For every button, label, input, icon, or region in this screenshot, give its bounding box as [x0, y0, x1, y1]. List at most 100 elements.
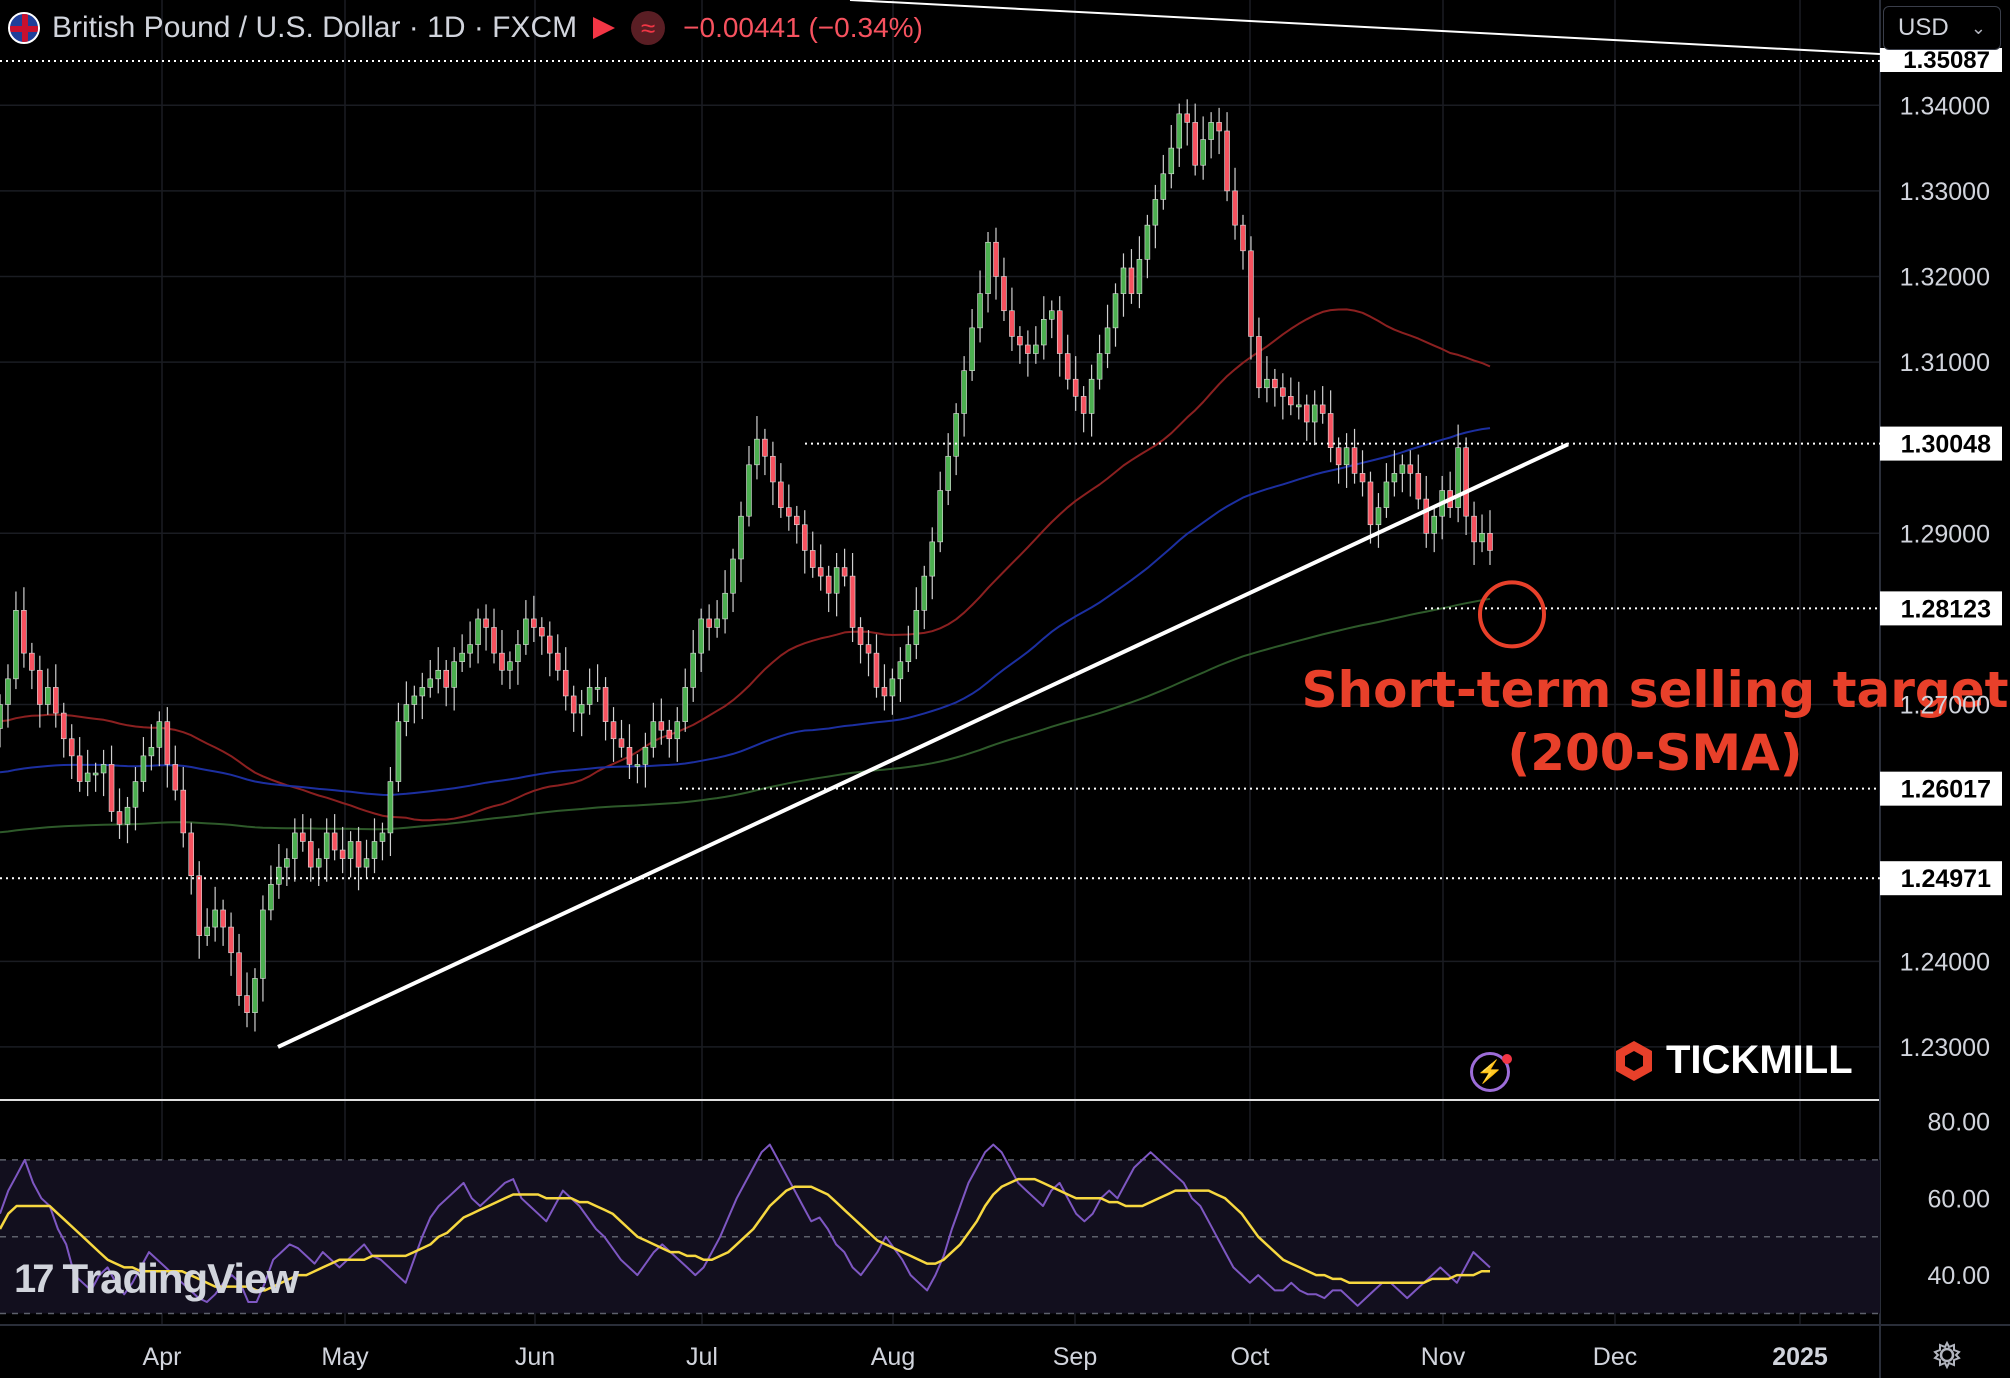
- candle-body: [690, 652, 696, 688]
- candle-body: [1104, 327, 1111, 354]
- candle-body: [881, 687, 888, 697]
- candle-body: [794, 515, 800, 526]
- candle-body: [1303, 404, 1310, 423]
- candle-body: [323, 832, 330, 859]
- tickmill-hex-icon: [1616, 1040, 1652, 1081]
- candle-body: [833, 567, 840, 594]
- candle-body: [475, 618, 481, 645]
- candle-body: [1311, 404, 1318, 423]
- candle-body: [76, 755, 83, 782]
- resistance-trendline: [849, 0, 1881, 55]
- candlestick-series: [0, 99, 1493, 1032]
- candle-body: [578, 704, 585, 714]
- candle-body: [1256, 336, 1262, 389]
- candle-body: [395, 721, 402, 782]
- level-price-tag-label: 1.24971: [1901, 865, 1991, 893]
- symbol-title[interactable]: British Pound / U.S. Dollar · 1D · FXCM: [52, 11, 578, 44]
- candle-body: [5, 678, 11, 705]
- price-tick-label: 1.23000: [1900, 1034, 1990, 1062]
- candle-body: [913, 610, 920, 645]
- candle-body: [873, 652, 880, 688]
- candle-body: [993, 241, 999, 277]
- candle-body: [698, 618, 704, 654]
- annotations: Short-term selling target(200-SMA): [1301, 580, 2009, 782]
- tradingview-logo: 17 TradingView: [14, 1255, 299, 1303]
- candle-body: [1415, 473, 1422, 500]
- candle-body: [307, 841, 314, 868]
- candle-body: [809, 550, 816, 568]
- settings-gear-icon[interactable]: [1932, 1340, 1962, 1370]
- candle-body: [403, 704, 410, 722]
- candle-body: [1017, 336, 1023, 346]
- candle-body: [467, 644, 473, 654]
- candle-body: [1296, 404, 1302, 408]
- candle-body: [634, 764, 641, 767]
- candle-body: [770, 455, 776, 483]
- alert-dot: [1502, 1054, 1512, 1064]
- candle-body: [124, 806, 131, 825]
- time-tick-label: Dec: [1593, 1343, 1637, 1371]
- candle-body: [228, 926, 234, 954]
- candle-body: [1176, 113, 1183, 149]
- candle-body: [658, 721, 665, 731]
- rsi-ma-line: [0, 1177, 1490, 1292]
- level-price-tag: [1880, 591, 2002, 626]
- candle-body: [499, 652, 505, 671]
- level-price-tag: [1880, 771, 2002, 806]
- candle-body: [68, 738, 75, 757]
- currency-selector[interactable]: USD ⌄: [1883, 6, 2001, 50]
- candle-body: [1088, 378, 1095, 414]
- candle-body: [100, 764, 107, 774]
- candle-body: [331, 832, 338, 851]
- candle-body: [1056, 310, 1063, 354]
- candle-body: [1471, 515, 1477, 543]
- time-tick-label: Oct: [1231, 1343, 1270, 1371]
- annotation-subtitle: (200-SMA): [1507, 724, 1802, 782]
- time-tick-label: Apr: [143, 1343, 182, 1371]
- sma200-line: [0, 597, 1491, 834]
- candle-body: [825, 575, 832, 594]
- candle-body: [1407, 464, 1414, 474]
- candle-body: [411, 695, 418, 705]
- candle-body: [451, 661, 457, 688]
- candle-body: [244, 995, 250, 1013]
- candle-body: [650, 721, 657, 748]
- flag-marker-icon[interactable]: [589, 13, 619, 43]
- level-price-tag: [1880, 861, 2002, 896]
- candle-body: [252, 978, 258, 1013]
- candle-body: [1072, 378, 1079, 397]
- rsi-tick-label: 40.00: [1927, 1262, 1990, 1290]
- lightning-alert-icon[interactable]: ⚡: [1470, 1052, 1510, 1092]
- candle-body: [562, 669, 569, 697]
- candle-body: [897, 661, 904, 680]
- time-tick-label: Jun: [515, 1343, 555, 1371]
- candle-body: [29, 652, 35, 671]
- candle-body: [419, 687, 426, 697]
- candle-body: [1280, 387, 1286, 397]
- candle-body: [1375, 507, 1382, 526]
- candle-body: [459, 652, 465, 663]
- candle-body: [1160, 173, 1167, 200]
- candle-body: [921, 575, 928, 611]
- top-price-tag: [1880, 48, 2002, 72]
- candle-body: [1064, 353, 1071, 380]
- candle-body: [1327, 413, 1334, 449]
- candle-body: [1200, 139, 1206, 166]
- time-tick-label: Jul: [686, 1343, 718, 1371]
- candle-body: [531, 618, 537, 628]
- candle-body: [212, 909, 218, 928]
- candle-body: [682, 687, 689, 722]
- candle-body: [379, 832, 386, 842]
- candle-body: [1359, 473, 1366, 483]
- approx-icon[interactable]: ≈: [631, 11, 666, 45]
- time-tick-label: Aug: [871, 1343, 915, 1371]
- candle-body: [164, 721, 171, 765]
- tickmill-logo: TICKMILL: [1612, 1038, 1853, 1083]
- candle-body: [515, 644, 521, 663]
- level-price-tag-label: 1.28123: [1901, 595, 1991, 623]
- level-price-tag-label: 1.30048: [1901, 431, 1991, 459]
- candle-body: [1184, 113, 1190, 123]
- candle-body: [1112, 293, 1119, 329]
- candle-body: [443, 669, 449, 688]
